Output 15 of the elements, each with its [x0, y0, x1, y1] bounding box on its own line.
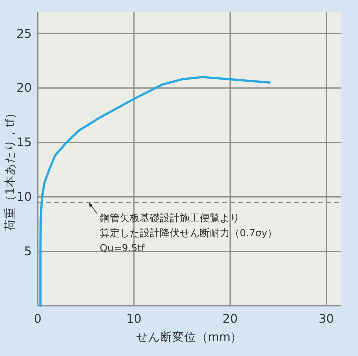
x-tick-label: 0: [34, 312, 42, 326]
y-tick-label: 5: [24, 244, 32, 259]
y-tick-label: 15: [16, 136, 32, 150]
annotation: 算定した設計降伏せん断耐力（0.7σy）: [100, 228, 278, 240]
x-tick-label: 30: [318, 312, 334, 326]
y-tick-label: 25: [16, 26, 32, 41]
x-axis-title: せん断変位（mm）: [136, 330, 243, 344]
y-tick-label: 20: [16, 81, 32, 96]
x-tick-label: 20: [222, 312, 238, 326]
line-series: [40, 76, 271, 308]
annotation: Qu=9.5tf: [100, 244, 146, 255]
x-tick-label: 10: [126, 312, 142, 326]
y-axis-title: 荷重（1本あたり，tf）: [3, 107, 17, 231]
y-tick-label: 10: [16, 190, 32, 204]
annotation: 鋼管矢板基礎設計施工便覧より: [100, 212, 240, 225]
